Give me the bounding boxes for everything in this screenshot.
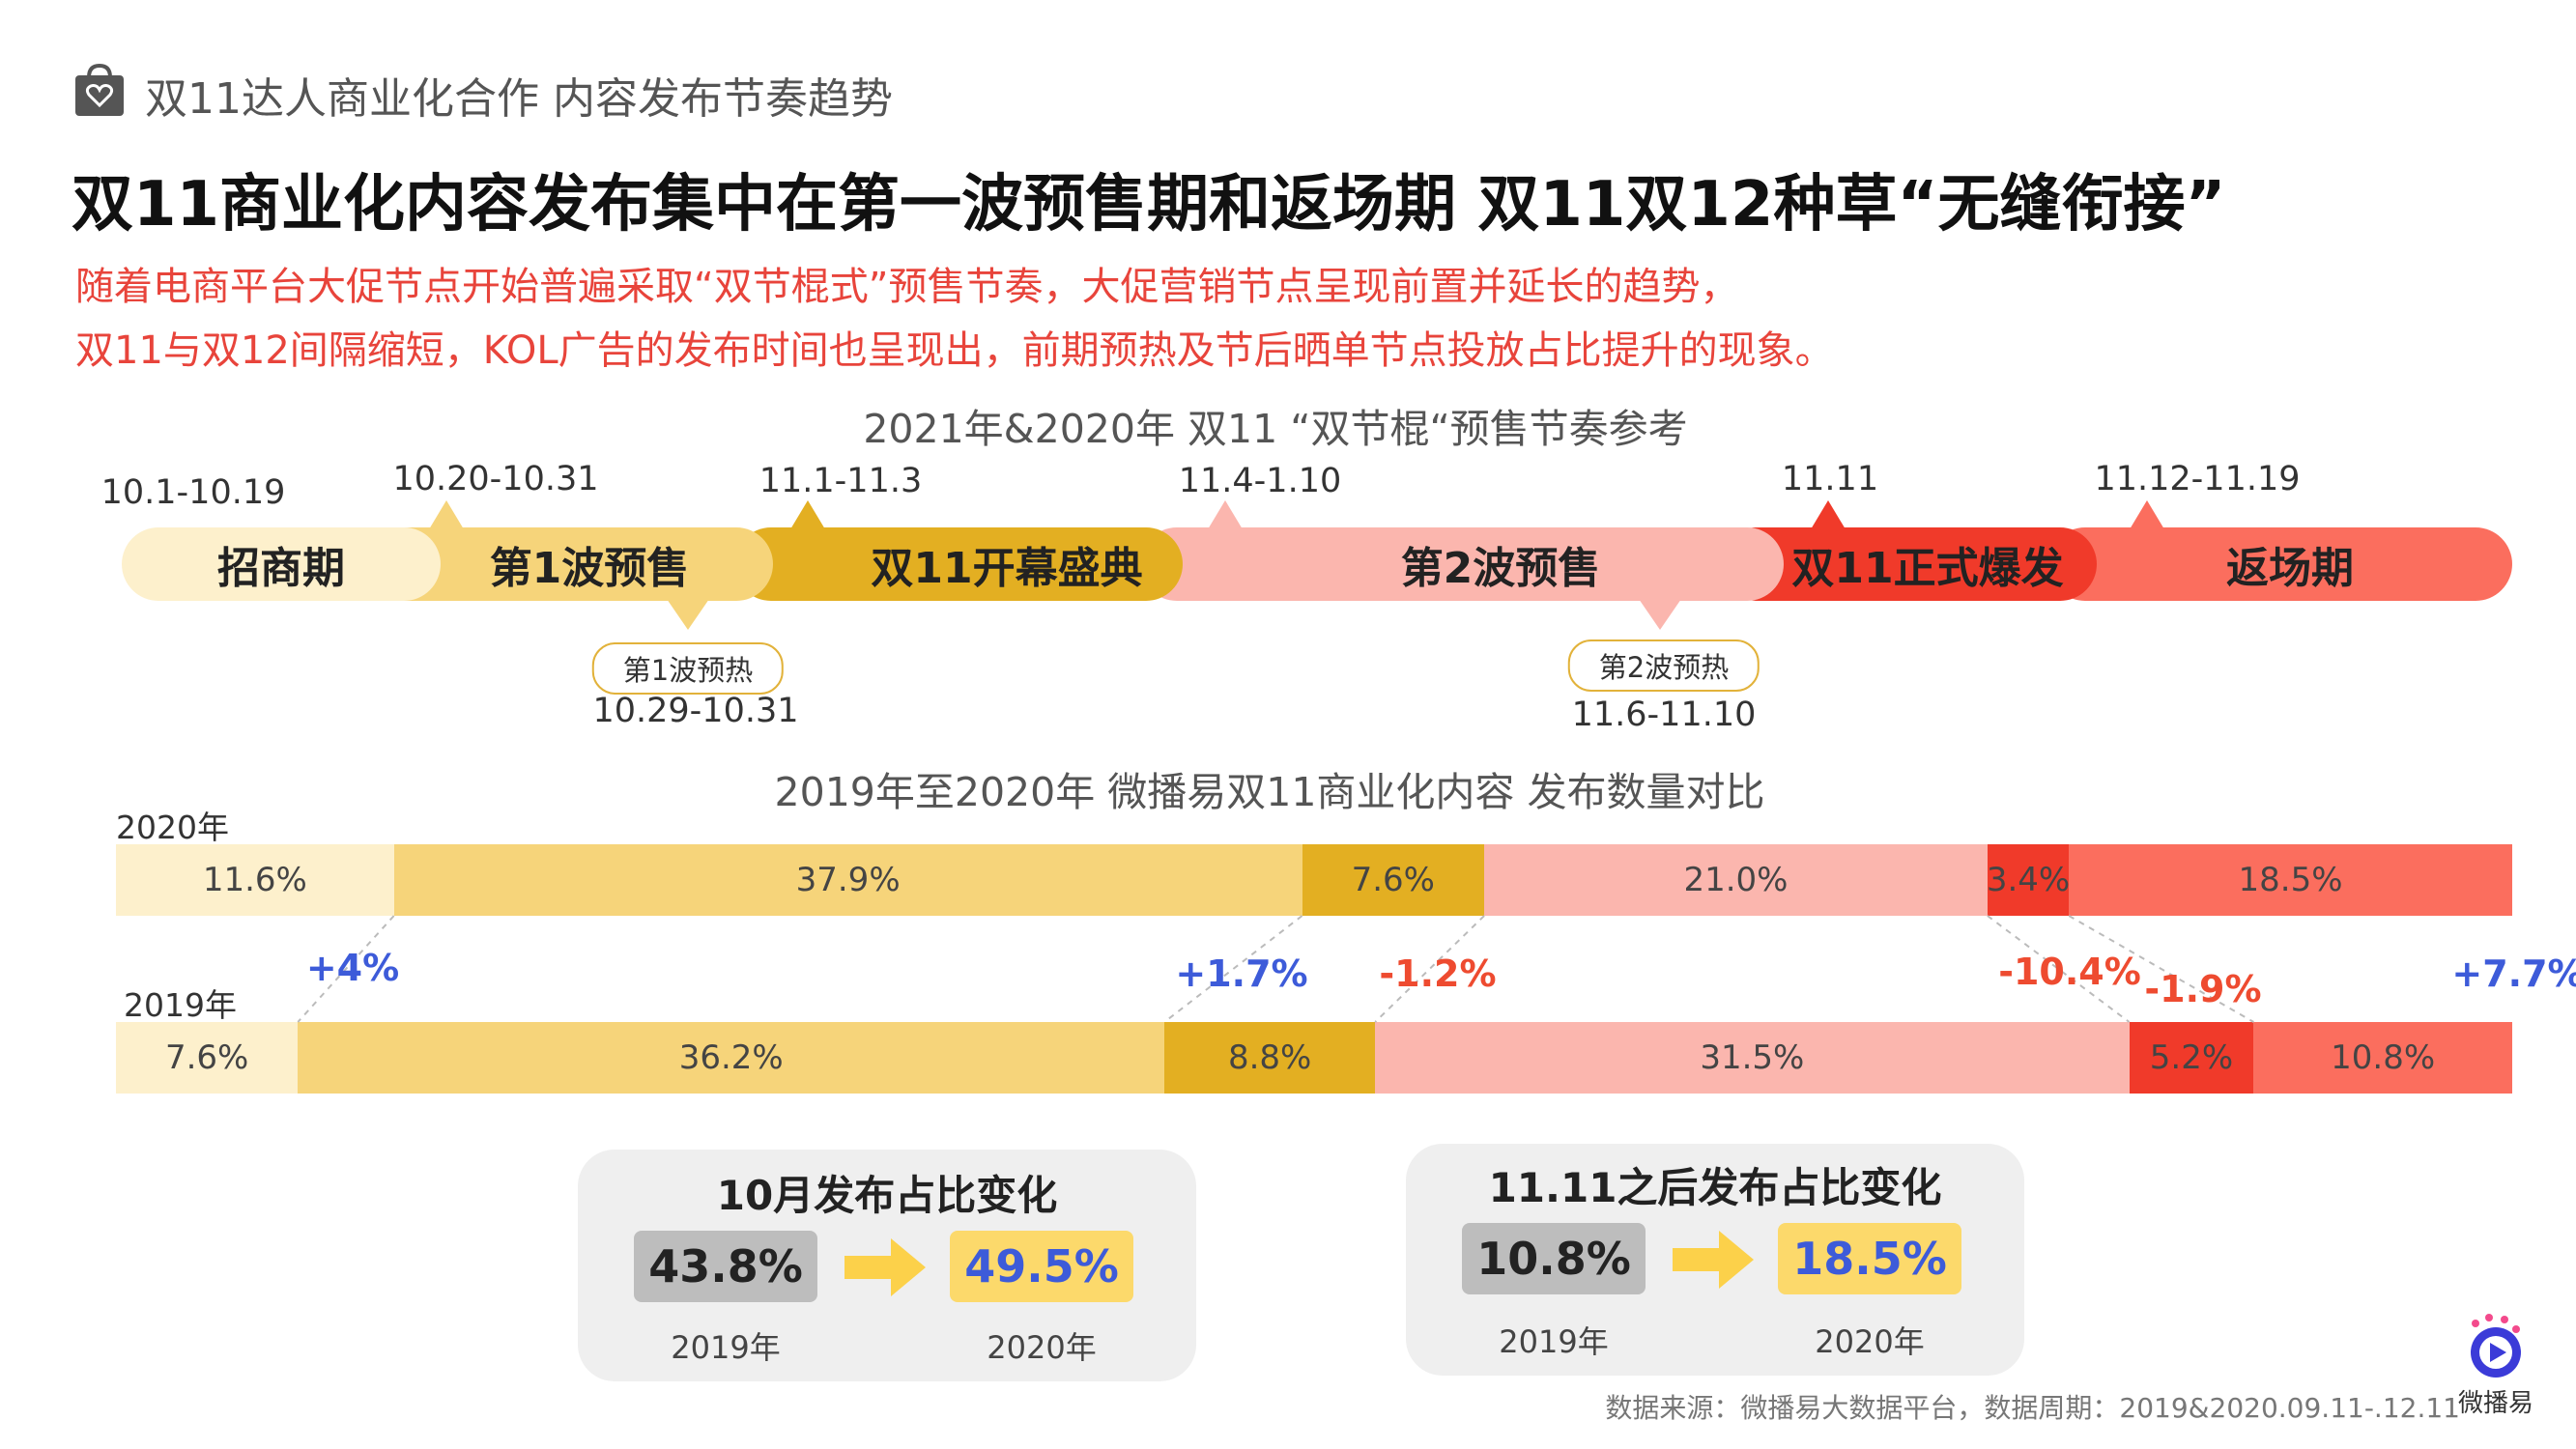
change-label-3: -1.2% <box>1379 952 1497 995</box>
old-year-2: 2019年 <box>1499 1323 1609 1360</box>
timeline-pointers <box>429 500 2164 630</box>
pointer-down-2 <box>1639 599 1681 630</box>
change-label-6: +7.7% <box>2451 952 2576 995</box>
chart-title: 2019年至2020年 微播易双11商业化内容 发布数量对比 <box>774 769 1765 815</box>
play-logo-icon <box>2471 1314 2521 1378</box>
pointer-up-3 <box>1208 500 1243 529</box>
change-label-5: -1.9% <box>2144 968 2262 1010</box>
phase-segment-6: 返场期 <box>2048 527 2512 601</box>
warmup-badge-1: 第1波预热 <box>591 642 785 695</box>
warmup-badge-2: 第2波预热 <box>1567 639 1760 692</box>
phase-date-1: 10.1-10.19 <box>100 473 286 512</box>
summary-box-after-1111: 11.11之后发布占比变化 10.8% 18.5% 2019年 2020年 <box>1406 1144 2024 1376</box>
arrow-right-icon <box>1673 1231 1754 1289</box>
bar-segment-2019年-2: 36.2% <box>298 1022 1165 1094</box>
new-year-2: 2020年 <box>1815 1323 1925 1360</box>
timeline-title: 2021年&2020年 双11 “双节棍“预售节奏参考 <box>863 406 1688 452</box>
pointer-up-5 <box>2130 500 2164 529</box>
new-year-1: 2020年 <box>987 1329 1097 1366</box>
arrow-right-icon <box>844 1238 926 1296</box>
change-label-4: -10.4% <box>1998 951 2141 993</box>
phase-date-4: 11.4-1.10 <box>1178 462 1342 500</box>
bar-segment-2020年-1: 11.6% <box>116 844 394 916</box>
phase-name-6: 返场期 <box>2226 544 2354 593</box>
logo-text: 微播易 <box>2458 1389 2534 1418</box>
phase-segment-4: 第2波预售 <box>1140 527 1784 601</box>
shopping-bag-icon <box>75 63 124 116</box>
data-source-note: 数据来源：微播易大数据平台，数据周期：2019&2020.09.11-.12.1… <box>1605 1392 2460 1424</box>
year-label-2019: 2019年 <box>124 986 237 1024</box>
topic-title: 双11达人商业化合作 内容发布节奏趋势 <box>145 74 893 124</box>
phase-segment-2: 第1波预售 <box>367 527 773 601</box>
bar-segment-2019年-3: 8.8% <box>1164 1022 1376 1094</box>
bar-segment-2019年-5: 5.2% <box>2129 1022 2254 1094</box>
stacked-bar-2020: 11.6% 37.9% 7.6% 21.0% 3.4% 18.5% <box>116 844 2512 916</box>
old-year-1: 2019年 <box>671 1329 781 1366</box>
phase-date-3: 11.1-11.3 <box>758 462 923 500</box>
bar-segment-2020年-2: 37.9% <box>393 844 1302 916</box>
bar-segment-2020年-4: 21.0% <box>1484 844 1988 916</box>
pointer-up-4 <box>1811 500 1846 529</box>
lead-line-1: 随着电商平台大促节点开始普遍采取“双节棍式”预售节奏，大促营销节点呈现前置并延长… <box>75 265 1739 309</box>
page-headline: 双11商业化内容发布集中在第一波预售期和返场期 双11双12种草“无缝衔接” <box>72 169 2226 241</box>
summary-title-2: 11.11之后发布占比变化 <box>1488 1164 1942 1211</box>
bar-segment-2020年-3: 7.6% <box>1302 844 1485 916</box>
old-value-2: 10.8% <box>1462 1223 1646 1294</box>
old-value-1: 43.8% <box>634 1231 817 1302</box>
phase-segment-3: 双11开幕盛典 <box>734 527 1183 601</box>
phase-date-2: 10.20-10.31 <box>392 460 599 498</box>
phase-name-3: 双11开幕盛典 <box>871 544 1143 593</box>
summary-box-october: 10月发布占比变化 43.8% 49.5% 2019年 2020年 <box>578 1150 1196 1381</box>
bar-segment-2020年-5: 3.4% <box>1987 844 2070 916</box>
pointer-up-2 <box>790 500 825 529</box>
change-label-1: +4% <box>305 947 400 989</box>
lead-line-2: 双11与双12间隔缩短，KOL广告的发布时间也呈现出，前期预热及节后晒单节点投放… <box>75 328 1834 373</box>
phase-date-5: 11.11 <box>1781 460 1879 498</box>
year-label-2020: 2020年 <box>116 809 229 846</box>
summary-title-1: 10月发布占比变化 <box>716 1172 1058 1219</box>
new-value-1: 49.5% <box>950 1231 1133 1302</box>
bar-segment-2019年-4: 31.5% <box>1375 1022 2130 1094</box>
bar-segment-2019年-1: 7.6% <box>116 1022 299 1094</box>
phase-name-1: 招商期 <box>217 544 345 593</box>
warmup-date-1: 10.29-10.31 <box>592 692 799 730</box>
phase-segment-1: 招商期 <box>122 527 441 601</box>
phase-name-2: 第1波预售 <box>489 544 690 593</box>
bar-segment-2019年-6: 10.8% <box>2253 1022 2512 1094</box>
phase-name-4: 第2波预售 <box>1400 544 1601 593</box>
new-value-2: 18.5% <box>1778 1223 1961 1294</box>
phase-name-5: 双11正式爆发 <box>1791 544 2064 593</box>
pointer-up-1 <box>429 500 464 529</box>
bar-segment-2020年-6: 18.5% <box>2069 844 2512 916</box>
change-label-2: +1.7% <box>1175 952 1308 995</box>
phase-date-6: 11.12-11.19 <box>2094 460 2301 498</box>
pointer-down-1 <box>667 599 709 630</box>
warmup-date-2: 11.6-11.10 <box>1571 696 1757 734</box>
stacked-bar-2019: 7.6% 36.2% 8.8% 31.5% 5.2% 10.8% <box>116 1022 2512 1094</box>
